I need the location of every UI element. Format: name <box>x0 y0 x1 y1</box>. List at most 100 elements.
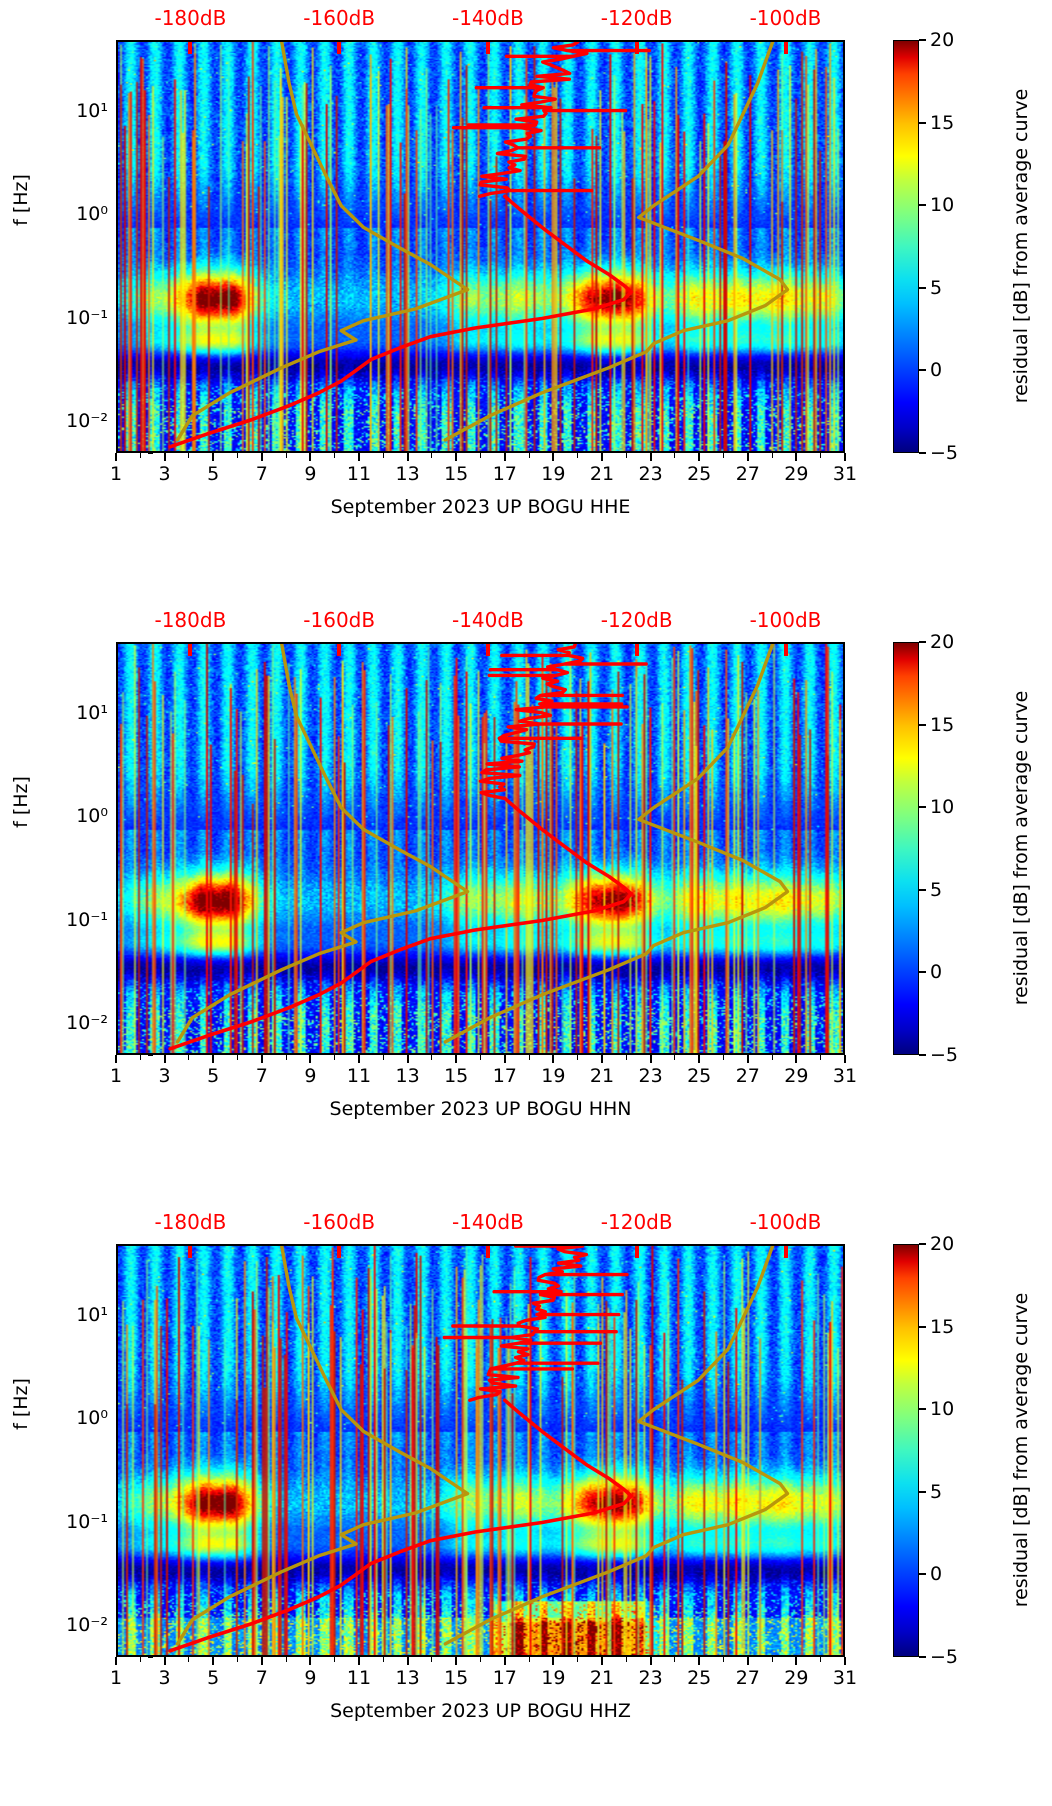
colorbar-tick-label: 10 <box>930 194 955 217</box>
panel-hhe: f [Hz] 10¹ 10⁰ 10⁻¹ 10⁻² -180dB -160dB -140dB -1… <box>0 0 1052 580</box>
y-axis-label: f [Hz] <box>10 776 32 828</box>
x-tick-label: 17 <box>492 1065 517 1087</box>
colorbar-tick-mark <box>919 1573 926 1576</box>
x-tick-label: 11 <box>346 1667 372 1689</box>
x-tick-minor <box>820 1657 822 1662</box>
x-tick-label: 27 <box>735 1065 760 1087</box>
x-axis-label: September 2023 UP BOGU HHN <box>329 1098 632 1120</box>
y-tick-minor <box>148 1055 153 1056</box>
y-tick-label: 10¹ <box>76 100 108 123</box>
x-tick-label: 25 <box>687 463 712 485</box>
x-tick-minor <box>431 1055 433 1060</box>
x-tick-mark <box>406 453 409 461</box>
x-tick-label: 31 <box>832 1065 858 1087</box>
x-tick-label: 5 <box>207 463 220 485</box>
top-db-tick-mark <box>783 1246 788 1258</box>
x-axis-ticks: 1 3 5 7 9 11 13 15 17 19 21 23 25 27 29 31 <box>110 1055 857 1095</box>
colorbar-tick-label: −5 <box>930 442 959 464</box>
x-tick-mark <box>552 1055 555 1063</box>
x-tick-mark <box>552 453 555 461</box>
top-db-tick-mark <box>783 644 788 656</box>
colorbar-tick-mark <box>919 723 926 726</box>
x-tick-label: 13 <box>395 1667 420 1689</box>
x-tick-mark <box>309 1657 312 1665</box>
y-tick-label: 10⁻¹ <box>66 908 108 931</box>
top-db-tick-label: -120dB <box>600 608 673 632</box>
colorbar-tick-mark <box>919 971 926 974</box>
colorbar-tick-mark <box>919 39 926 41</box>
x-axis-label: September 2023 UP BOGU HHZ <box>330 1700 631 1722</box>
x-tick-mark <box>698 1657 701 1665</box>
x-tick-mark <box>698 453 701 461</box>
x-tick-minor <box>382 453 384 458</box>
x-tick-minor <box>334 453 336 458</box>
top-db-tick-label: -180dB <box>154 1210 227 1234</box>
x-tick-minor <box>771 1657 773 1662</box>
top-db-tick-mark <box>337 42 342 54</box>
x-tick-mark <box>260 1657 263 1665</box>
y-axis-label: f [Hz] <box>10 174 32 226</box>
x-tick-minor <box>480 453 481 458</box>
x-axis-label: September 2023 UP BOGU HHE <box>330 496 631 518</box>
y-axis-ticks: 10¹ 10⁰ 10⁻¹ 10⁻² <box>40 40 156 454</box>
x-tick-mark <box>795 453 798 461</box>
y-tick-label: 10⁻² <box>66 1613 108 1636</box>
x-tick-label: 15 <box>444 463 469 485</box>
x-tick-mark <box>601 1055 603 1063</box>
colorbar-tick-label: 20 <box>930 631 955 653</box>
nlnm-curve <box>175 42 470 442</box>
top-db-tick-mark <box>634 644 639 656</box>
y-tick-label: 10¹ <box>76 702 108 725</box>
top-db-axis-ticks <box>116 42 845 56</box>
x-tick-label: 1 <box>109 1065 123 1087</box>
x-tick-minor <box>139 453 141 458</box>
colorbar-tick-mark <box>919 1054 926 1056</box>
x-tick-mark <box>260 453 263 461</box>
x-tick-mark <box>844 453 846 461</box>
nlnm-curve <box>175 1246 470 1646</box>
x-tick-mark <box>358 453 360 461</box>
x-axis-ticks: 1 3 5 7 9 11 13 15 17 19 21 23 25 27 29 31 <box>110 1657 857 1697</box>
colorbar-tick-mark <box>919 1325 926 1328</box>
x-tick-minor <box>577 1055 579 1060</box>
x-tick-minor <box>285 1657 287 1662</box>
x-tick-minor <box>577 453 579 458</box>
x-tick-minor <box>285 1055 287 1060</box>
spectrogram-image <box>118 42 843 451</box>
y-tick-label: 10⁰ <box>76 203 108 226</box>
top-db-tick-mark <box>485 1246 490 1258</box>
x-tick-mark <box>163 1055 166 1063</box>
x-tick-mark <box>406 1657 409 1665</box>
top-db-axis-ticks <box>116 1246 845 1260</box>
y-axis-ticks: 10¹ 10⁰ 10⁻¹ 10⁻² <box>40 1244 156 1658</box>
nlnm-curve <box>175 644 470 1044</box>
x-tick-minor <box>625 453 627 458</box>
x-tick-mark <box>115 1055 117 1063</box>
colorbar-tick-mark <box>919 1490 926 1493</box>
colorbar-tick-label: 0 <box>930 961 943 984</box>
x-tick-mark <box>455 1055 458 1063</box>
x-tick-minor <box>528 453 530 458</box>
x-tick-minor <box>771 1055 773 1060</box>
x-tick-label: 5 <box>207 1065 220 1087</box>
colorbar-label: residual [dB] from average curve <box>1010 88 1032 404</box>
top-db-tick-label: -140dB <box>451 608 524 632</box>
x-tick-label: 11 <box>346 1065 372 1087</box>
top-db-tick-label: -160dB <box>303 6 376 30</box>
x-tick-label: 23 <box>638 1667 663 1689</box>
top-db-tick-mark <box>188 1246 193 1258</box>
y-tick-label: 10⁻¹ <box>66 1510 108 1533</box>
colorbar-tick-label: 15 <box>930 1315 955 1338</box>
x-tick-label: 13 <box>395 463 420 485</box>
x-tick-label: 9 <box>304 463 317 485</box>
y-axis-ticks: 10¹ 10⁰ 10⁻¹ 10⁻² <box>40 642 156 1056</box>
x-tick-minor <box>674 1055 676 1060</box>
x-tick-label: 21 <box>589 463 615 485</box>
spectrogram-image <box>118 1246 843 1655</box>
plot-area <box>116 1244 845 1657</box>
colorbar-ticks: 20 15 10 5 0 −5 <box>919 29 1039 464</box>
colorbar <box>893 40 919 453</box>
panel-hhz: f [Hz] 10¹ 10⁰ 10⁻¹ 10⁻² -180dB -160dB -140dB -1… <box>0 1204 1052 1784</box>
top-db-tick-label: -180dB <box>154 6 227 30</box>
